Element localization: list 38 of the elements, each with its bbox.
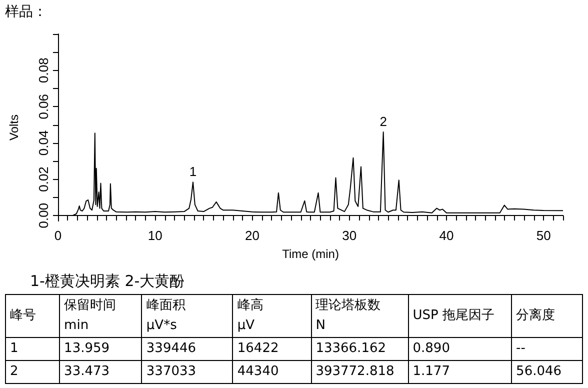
text: 2 (10, 364, 18, 379)
annotation: 1 (189, 164, 197, 180)
text: 13366.162 (316, 341, 386, 356)
category-label: 保留时间 min (60, 294, 142, 338)
text: 1-橙黄决明素 2-大黄酚 (30, 272, 185, 290)
x-tick-label: 50 (536, 228, 551, 243)
annotation: 2 (380, 114, 387, 130)
text: 13.959 (64, 341, 110, 356)
category-label: 峰面积 μV*s (142, 294, 233, 338)
y-tick-label: 0.04 (36, 130, 51, 156)
text: 1.177 (412, 364, 450, 379)
x-tick-label: 40 (439, 228, 454, 243)
x-tick-label: 30 (342, 228, 357, 243)
text: 1 (10, 341, 18, 356)
x-tick-label: 10 (148, 228, 162, 243)
x-axis-title: Time (min) (282, 247, 339, 261)
text: 339446 (146, 341, 196, 356)
text: 56.046 (516, 364, 562, 379)
y-axis-title: Volts (7, 114, 21, 141)
category-label: 峰号 (6, 294, 60, 338)
category-label: 分离度 (512, 294, 582, 338)
y-tick-label: 0.02 (36, 166, 51, 192)
text: 393772.818 (316, 364, 394, 379)
text: -- (516, 341, 526, 356)
category-label: USP 拖尾因子 (408, 294, 512, 338)
y-tick-label: 0.00 (36, 202, 51, 228)
category-label: 理论塔板数 N (311, 294, 408, 338)
text: 0.890 (412, 341, 450, 356)
text: 337033 (146, 364, 196, 379)
x-tick-label: 0 (54, 228, 62, 243)
x-tick-label: 20 (244, 228, 260, 243)
text: 44340 (237, 364, 279, 379)
text: 33.473 (64, 364, 110, 379)
text: 16422 (237, 341, 279, 356)
y-tick-label: 0.06 (36, 94, 51, 120)
category-label: 峰高 μV (232, 294, 312, 338)
chart-title: 样品： (5, 4, 47, 20)
y-tick-label: 0.08 (36, 58, 51, 83)
